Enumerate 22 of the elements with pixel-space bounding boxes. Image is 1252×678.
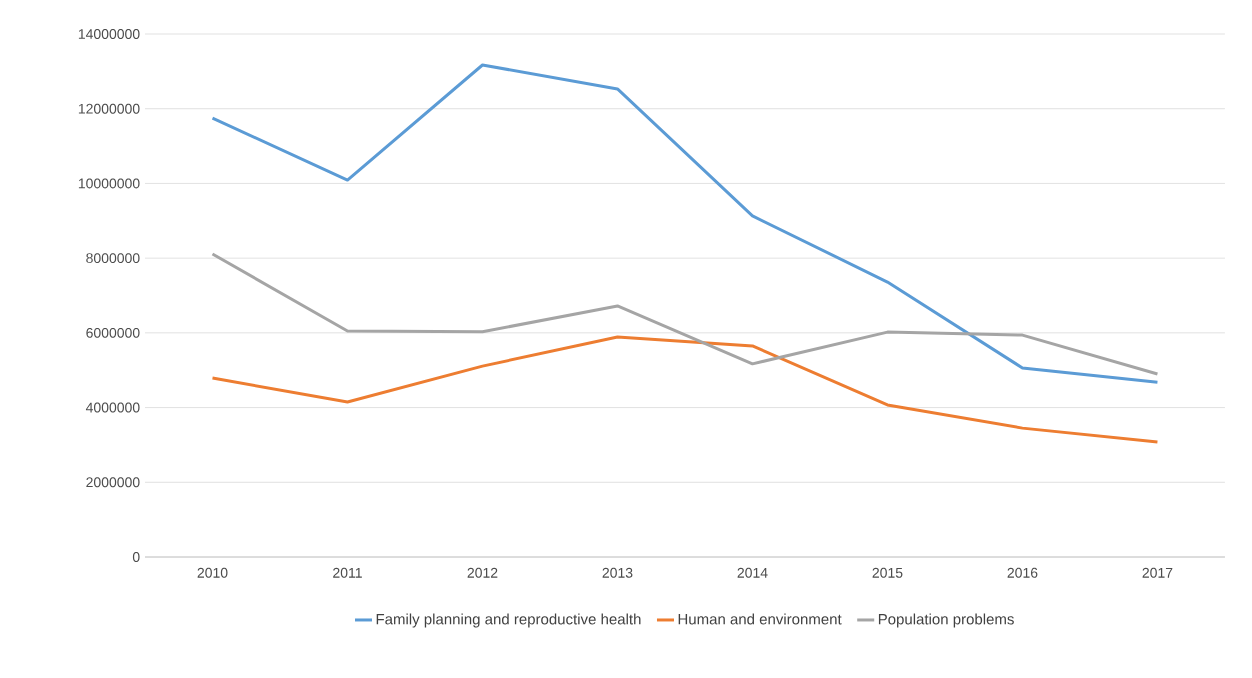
y-tick-label: 14000000: [78, 29, 140, 39]
x-tick-label: 2015: [872, 567, 903, 578]
y-tick-label: 2000000: [86, 477, 140, 488]
y-tick-label: 10000000: [78, 178, 140, 189]
x-tick-label: 2014: [737, 567, 768, 578]
line-series: [211, 335, 1159, 444]
legend-label: Human and environment: [678, 613, 842, 625]
x-tick-label: 2012: [467, 567, 498, 578]
y-tick-label: 8000000: [86, 253, 140, 264]
x-tick-label: 2011: [333, 567, 362, 578]
x-tick-label: 2010: [197, 567, 228, 578]
y-tick-label: 6000000: [86, 327, 140, 338]
legend-label: Family planning and reproductive health: [376, 613, 641, 628]
x-tick-label: 2017: [1142, 567, 1173, 578]
line-series: [211, 252, 1159, 376]
x-tick-label: 2016: [1007, 567, 1038, 578]
y-tick-label: 0: [132, 552, 140, 562]
y-tick-label: 12000000: [78, 103, 140, 114]
y-tick-label: 4000000: [85, 402, 140, 413]
legend-label: Population problems: [878, 613, 1014, 628]
line-series: [211, 63, 1159, 384]
x-tick-label: 2013: [602, 567, 633, 578]
